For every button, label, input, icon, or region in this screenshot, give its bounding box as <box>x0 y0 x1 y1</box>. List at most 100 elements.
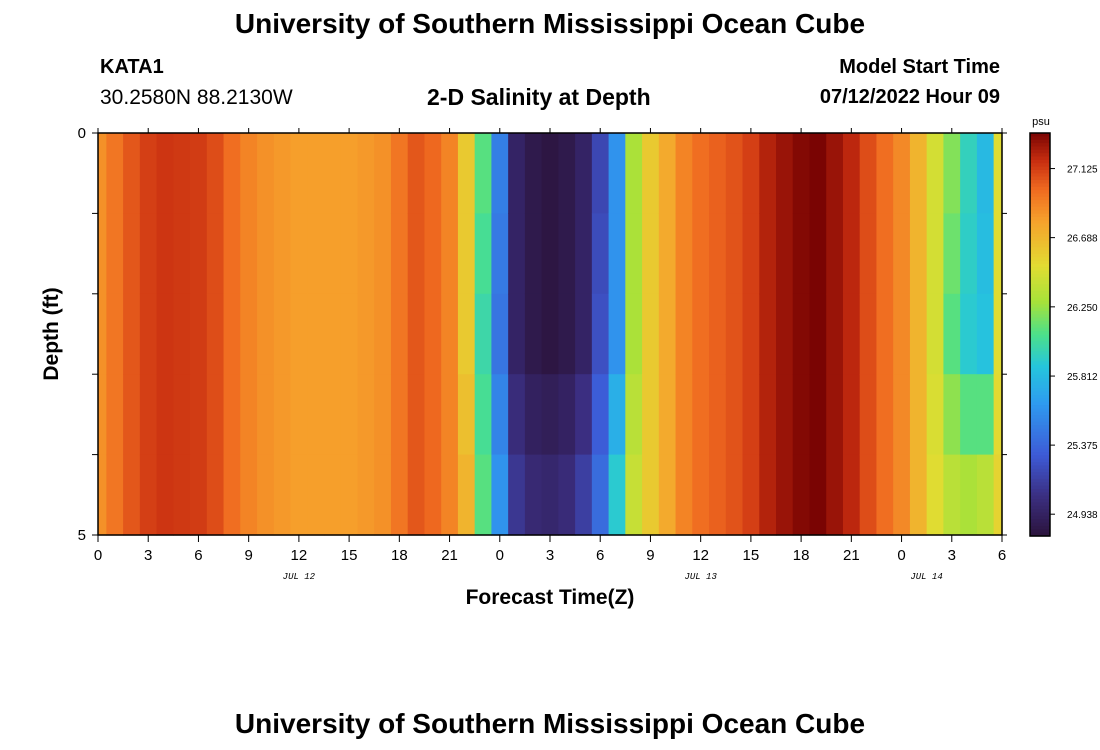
heatmap-cell <box>575 213 593 295</box>
heatmap-cell <box>675 454 693 536</box>
heatmap-cell <box>324 454 342 536</box>
heatmap-cell <box>340 293 359 375</box>
colorbar-segment <box>1030 337 1050 342</box>
heatmap-cell <box>842 454 861 536</box>
heatmap-cell <box>139 374 158 456</box>
heatmap-cell <box>809 213 827 295</box>
colorbar-segment <box>1030 270 1050 275</box>
heatmap-cell <box>524 213 543 295</box>
heatmap-cell <box>725 374 744 456</box>
heatmap-cell <box>223 454 241 536</box>
heatmap-cell <box>876 454 894 536</box>
heatmap-cell <box>106 133 124 214</box>
heatmap-cell <box>190 454 208 536</box>
heatmap-cell <box>826 213 844 295</box>
heatmap-cell <box>709 213 727 295</box>
y-tick-label: 0 <box>78 125 86 142</box>
x-tick-label: 6 <box>596 547 604 564</box>
footer-title: University of Southern Mississippi Ocean… <box>234 708 866 739</box>
heatmap-cell <box>893 213 911 295</box>
x-tick-label: 3 <box>144 547 152 564</box>
heatmap-cell <box>709 293 727 375</box>
heatmap-cell <box>491 374 509 456</box>
heatmap-cell <box>524 374 543 456</box>
heatmap-cell <box>792 213 811 295</box>
heatmap-cell <box>541 133 559 214</box>
heatmap-cell <box>98 213 107 295</box>
heatmap-cell <box>340 374 359 456</box>
heatmap-cell <box>424 133 442 214</box>
heatmap-cell <box>340 133 359 214</box>
colorbar-segment <box>1030 317 1050 322</box>
colorbar-segment <box>1030 532 1050 537</box>
heatmap-cell <box>424 293 442 375</box>
colorbar-unit: psu <box>1032 116 1050 128</box>
colorbar-segment <box>1030 421 1050 426</box>
heatmap-cell <box>976 213 995 295</box>
heatmap-cell <box>273 374 292 456</box>
colorbar-segment <box>1030 186 1050 191</box>
heatmap-cell <box>859 133 878 214</box>
heatmap-cell <box>976 293 995 375</box>
heatmap-cell <box>508 213 526 295</box>
heatmap-cell <box>324 213 342 295</box>
colorbar-segment <box>1030 163 1050 168</box>
colorbar-segment <box>1030 485 1050 490</box>
colorbar-segment <box>1030 381 1050 386</box>
heatmap-cell <box>374 133 392 214</box>
colorbar-segment <box>1030 133 1050 137</box>
heatmap-cell <box>206 133 225 214</box>
heatmap-cell <box>642 133 660 214</box>
colorbar-segment <box>1030 378 1050 383</box>
heatmap-cell <box>591 133 610 214</box>
heatmap-cell <box>106 293 124 375</box>
heatmap-cell <box>173 293 191 375</box>
colorbar-segment <box>1030 247 1050 252</box>
heatmap-cell <box>725 293 744 375</box>
heatmap-cell <box>156 213 174 295</box>
colorbar-segment <box>1030 287 1050 292</box>
colorbar-segment <box>1030 428 1050 433</box>
colorbar-segment <box>1030 143 1050 148</box>
colorbar-frame <box>1029 132 1051 537</box>
heatmap-cell <box>608 374 626 456</box>
heatmap-cell <box>725 454 744 536</box>
colorbar-segment <box>1030 267 1050 272</box>
axes: 0 3 6 9 12 15 18 21 0 3 6 9 12 15 18 21 0 3 6 JUL 12 JUL 13 J… <box>78 125 1007 582</box>
heatmap-cell <box>357 293 375 375</box>
heatmap-cell <box>407 133 426 214</box>
heatmap-cell <box>709 374 727 456</box>
heatmap-cell <box>424 374 442 456</box>
heatmap-cell <box>206 454 225 536</box>
colorbar-segment <box>1030 173 1050 178</box>
heatmap-cell <box>625 374 643 456</box>
heatmap-cell <box>390 293 409 375</box>
heatmap-cell <box>190 374 208 456</box>
heatmap-cell <box>240 374 258 456</box>
station-name: KATA1 <box>100 56 164 78</box>
x-tick-label: 6 <box>194 547 202 564</box>
heatmap-cell <box>558 213 576 295</box>
heatmap-cell <box>357 374 375 456</box>
heatmap-cell <box>625 454 643 536</box>
heatmap-cell <box>223 293 241 375</box>
heatmap-cell <box>575 293 593 375</box>
heatmap-cell <box>859 454 878 536</box>
heatmap-cell <box>123 293 141 375</box>
colorbar-segment <box>1030 230 1050 235</box>
colorbar-segment <box>1030 374 1050 379</box>
colorbar-segment <box>1030 193 1050 198</box>
heatmap-cell <box>374 454 392 536</box>
heatmap-cell <box>675 293 693 375</box>
heatmap-cell <box>792 293 811 375</box>
heatmap-cell <box>524 293 543 375</box>
heatmap-cell <box>675 213 693 295</box>
heatmap-cell <box>541 213 559 295</box>
heatmap-cell <box>926 213 945 295</box>
colorbar-segment <box>1030 478 1050 483</box>
heatmap-cell <box>307 374 325 456</box>
colorbar-segment <box>1030 300 1050 305</box>
colorbar-segment <box>1030 223 1050 228</box>
heatmap-cell <box>692 454 710 536</box>
